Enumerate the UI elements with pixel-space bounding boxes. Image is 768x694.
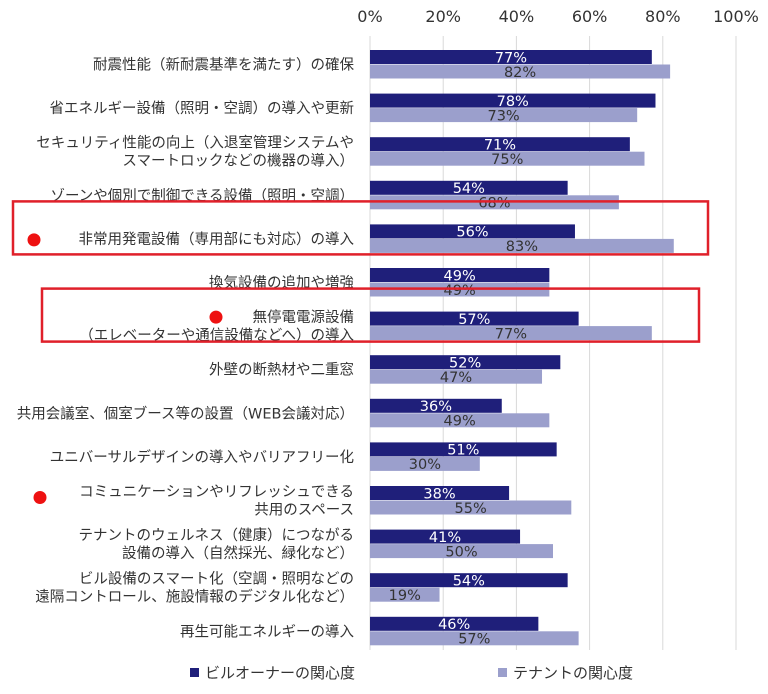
tenant-bar <box>370 151 645 166</box>
owner-bar <box>370 93 656 108</box>
tenant-bar <box>370 456 480 471</box>
owner-value-label: 54% <box>453 181 485 197</box>
tenant-bar <box>370 587 440 602</box>
x-tick-label: 60% <box>572 7 608 26</box>
category-label: ゾーンや個別で制御できる設備（照明・空調） <box>51 187 354 204</box>
owner-bar <box>370 529 521 544</box>
tenant-bar <box>370 413 550 428</box>
x-tick-label: 100% <box>713 7 759 26</box>
category-label: 換気設備の追加や増強 <box>209 275 354 292</box>
highlight-marks <box>11 200 710 504</box>
tenant-value-label: 57% <box>458 632 490 648</box>
category-label: 非常用発電設備（専用部にも対応）の導入 <box>79 231 355 248</box>
owner-value-label: 41% <box>429 530 461 546</box>
tenant-value-label: 47% <box>440 370 472 386</box>
owner-bar <box>370 398 502 413</box>
tenant-value-label: 50% <box>445 544 477 560</box>
owner-value-label: 56% <box>456 225 488 241</box>
category-label: セキュリティ性能の向上（入退室管理システムやスマートロックなどの機器の導入） <box>36 135 354 170</box>
owner-value-label: 77% <box>495 50 527 66</box>
tenant-value-label: 73% <box>487 108 519 124</box>
category-label: ビル設備のスマート化（空調・照明などの遠隔コントロール、施設情報のデジタル化など… <box>35 571 354 606</box>
owner-bar <box>370 486 510 500</box>
owner-value-label: 51% <box>447 443 479 459</box>
legend: ビルオーナーの関心度 テナントの関心度 <box>190 664 633 682</box>
tenant-value-label: 75% <box>491 152 523 168</box>
owner-value-label: 52% <box>449 355 481 371</box>
owner-value-label: 71% <box>484 137 516 153</box>
owner-bar <box>370 311 579 326</box>
x-tick-label: 80% <box>645 7 681 26</box>
tenant-bar <box>370 544 553 559</box>
owner-bar <box>370 616 539 631</box>
category-label: テナントのウェルネス（健康）につながる設備の導入（自然採光、緑化など） <box>79 527 355 562</box>
owner-bar <box>370 137 630 152</box>
category-label: 耐震性能（新耐震基準を満たす）の確保 <box>93 57 354 74</box>
owner-bar <box>370 224 575 239</box>
x-tick-label: 20% <box>425 7 461 26</box>
owner-bar <box>370 442 557 457</box>
owner-value-label: 36% <box>420 399 452 415</box>
owner-bar <box>370 180 568 195</box>
tenant-value-label: 49% <box>444 283 476 299</box>
owner-bar <box>370 573 568 588</box>
x-tick-label: 0% <box>357 7 382 26</box>
tenant-bar <box>370 500 572 515</box>
x-axis-ticks: 0% 20% 40% 60% 80% 100% <box>357 7 759 26</box>
tenant-value-label: 19% <box>389 588 421 604</box>
tenant-bar <box>370 326 652 341</box>
bar-series: 77%82%78%73%71%75%54%68%56%83%49%49%57%7… <box>370 50 674 648</box>
highlight-box <box>11 200 710 256</box>
marker-dot <box>33 491 47 504</box>
x-tick-label: 40% <box>499 7 535 26</box>
tenant-value-label: 77% <box>495 326 527 342</box>
category-label: 共用会議室、個室ブース等の設置（WEB会議対応） <box>17 404 354 422</box>
category-label: 無停電電源設備（エレベーターや通信設備などへ）の導入 <box>79 309 354 344</box>
legend-swatch-owner <box>190 668 199 677</box>
owner-bar <box>370 355 561 370</box>
legend-label-owner: ビルオーナーの関心度 <box>205 664 355 682</box>
tenant-bar <box>370 108 638 123</box>
marker-dot <box>27 233 41 247</box>
tenant-value-label: 30% <box>409 457 441 473</box>
owner-value-label: 38% <box>423 486 455 502</box>
tenant-value-label: 49% <box>444 414 476 430</box>
category-label: 再生可能エネルギーの導入 <box>180 623 354 640</box>
owner-bar <box>370 50 652 64</box>
legend-label-tenant: テナントの関心度 <box>513 664 633 682</box>
tenant-value-label: 55% <box>455 501 487 517</box>
category-label: コミュニケーションやリフレッシュできる共用のスペース <box>79 484 354 519</box>
owner-value-label: 49% <box>444 268 476 284</box>
tenant-bar <box>370 369 543 384</box>
tenant-value-label: 83% <box>506 239 538 255</box>
tenant-bar <box>370 238 674 253</box>
owner-value-label: 57% <box>458 312 490 328</box>
tenant-bar <box>370 64 671 79</box>
tenant-bar <box>370 631 579 646</box>
category-label: ユニバーサルデザインの導入やバリアフリー化 <box>50 448 354 466</box>
tenant-value-label: 68% <box>478 196 510 212</box>
owner-value-label: 78% <box>497 94 529 110</box>
owner-value-label: 46% <box>438 617 470 633</box>
marker-dot <box>209 310 223 324</box>
category-labels: 耐震性能（新耐震基準を満たす）の確保省エネルギー設備（照明・空調）の導入や更新セ… <box>17 57 355 641</box>
category-label: 外壁の断熱材や二重窓 <box>209 361 354 379</box>
owner-bar <box>370 268 550 282</box>
legend-swatch-tenant <box>498 668 507 677</box>
category-label: 省エネルギー設備（照明・空調）の導入や更新 <box>50 100 355 117</box>
highlight-box <box>40 287 701 343</box>
owner-value-label: 54% <box>453 573 485 589</box>
tenant-value-label: 82% <box>504 65 536 81</box>
